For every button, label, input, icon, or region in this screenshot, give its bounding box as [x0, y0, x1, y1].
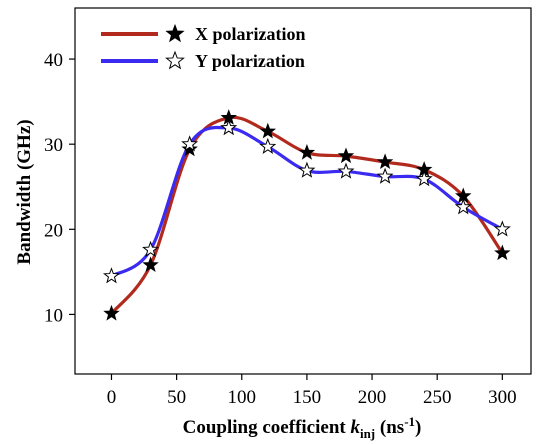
legend-y-star — [165, 50, 185, 70]
open-star-marker — [142, 240, 160, 257]
filled-star-marker — [181, 140, 198, 157]
y-tick-label: 40 — [44, 50, 63, 71]
legend-filled-star-icon — [165, 23, 185, 43]
x-axis-title-sub: inj — [360, 426, 375, 441]
filled-star-marker — [298, 144, 316, 160]
y-axis: 10 20 30 40 — [44, 50, 75, 326]
open-star-marker — [102, 267, 120, 284]
legend: X polarization Y polarization — [101, 23, 306, 71]
filled-star-marker — [259, 122, 277, 139]
y-tick-label: 20 — [44, 220, 63, 241]
y-tick-label: 30 — [44, 135, 63, 156]
filled-star-marker — [103, 304, 120, 321]
x-tick-label: 150 — [293, 387, 322, 408]
open-star-marker — [337, 162, 355, 179]
open-star-marker — [298, 161, 316, 178]
x-axis-title-main: Coupling coefficient — [183, 417, 351, 438]
open-star-marker — [415, 170, 433, 187]
open-star-marker — [454, 198, 472, 215]
open-star-marker — [220, 119, 238, 136]
x-axis-title: Coupling coefficient kinj (ns-1) — [183, 414, 422, 441]
x-axis-title-unit-open: (ns — [375, 417, 404, 438]
open-star-marker — [259, 137, 277, 154]
filled-star-marker — [142, 256, 159, 273]
x-tick-label: 200 — [358, 387, 387, 408]
y-axis-title: Bandwidth (GHz) — [14, 119, 35, 264]
open-star-marker — [493, 220, 511, 237]
plot-frame — [74, 7, 532, 375]
x-tick-label: 50 — [167, 387, 186, 408]
legend-y-label: Y polarization — [195, 51, 305, 71]
x-axis: 0 50 100 150 200 250 300 — [107, 374, 517, 408]
x-axis-title-k: k — [350, 417, 360, 438]
legend-x-label: X polarization — [195, 24, 306, 44]
x-axis-title-sup: -1 — [404, 414, 415, 429]
x-tick-label: 300 — [488, 387, 517, 408]
x-tick-label: 0 — [107, 387, 117, 408]
filled-star-marker — [376, 153, 394, 170]
x-tick-label: 250 — [423, 387, 452, 408]
filled-star-marker — [337, 147, 355, 164]
open-star-marker — [181, 135, 199, 152]
x-tick-label: 100 — [228, 387, 257, 408]
y-tick-label: 10 — [44, 305, 63, 326]
open-star-marker — [376, 167, 394, 184]
legend-x-star — [165, 23, 185, 43]
x-axis-title-unit-close: ) — [415, 417, 421, 438]
filled-star-marker — [494, 244, 511, 261]
legend-open-star-icon — [165, 50, 185, 70]
series-markers — [102, 109, 511, 321]
